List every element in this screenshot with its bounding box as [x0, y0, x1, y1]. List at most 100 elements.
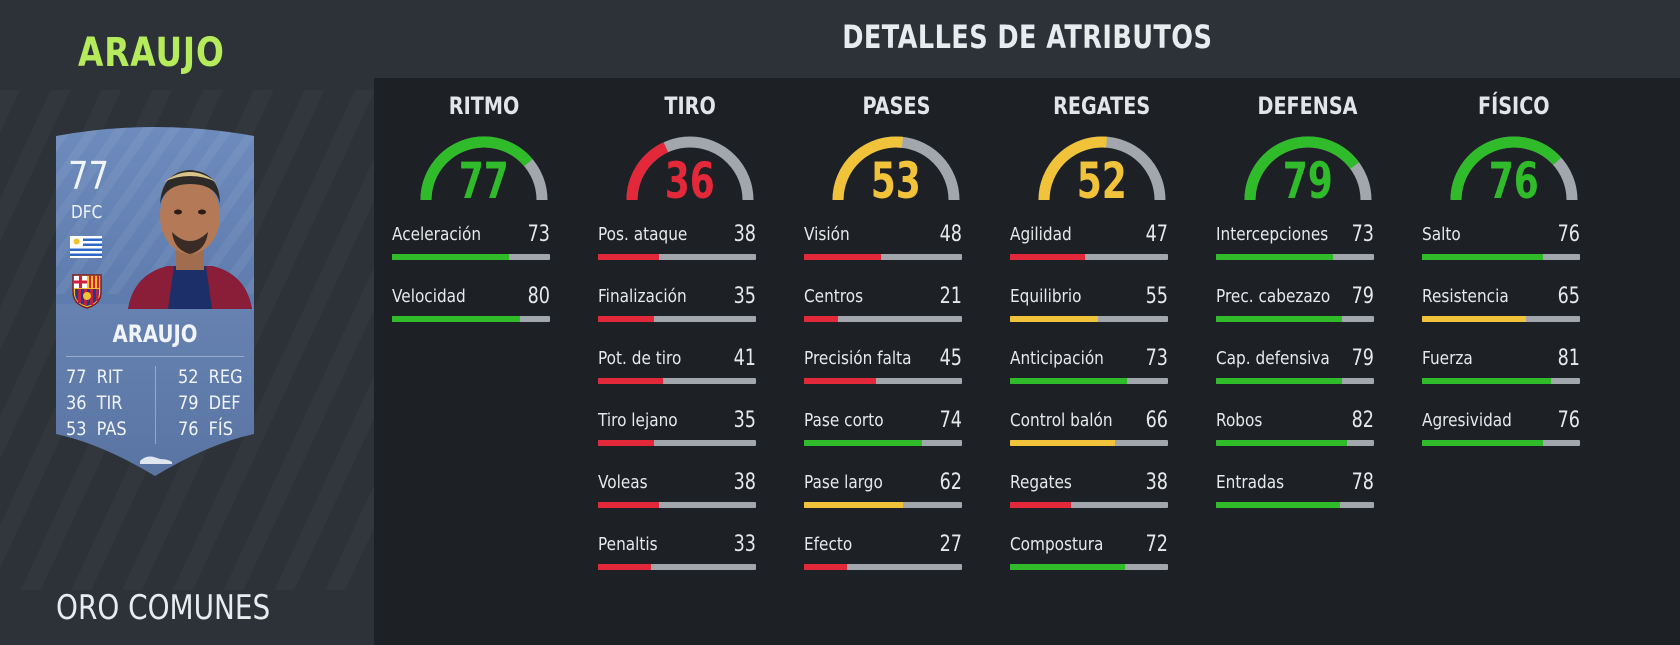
attribute-row-equilibrio: Equilibrio 55	[1010, 284, 1168, 326]
card-stat: 76 FÍS	[178, 418, 233, 440]
card-position: DFC	[71, 202, 103, 223]
category-pases: PASES 53 Visión 48 Centros 21 Precisión falta 4…	[786, 78, 1006, 645]
attribute-row-centros: Centros 21	[804, 284, 962, 326]
attribute-bar	[804, 316, 962, 322]
card-stat: 79 DEF	[178, 392, 241, 414]
attribute-bar-fill	[598, 564, 651, 570]
attribute-row-aceleracion: Aceleración 73	[392, 222, 550, 264]
attribute-value: 80	[527, 284, 550, 309]
category-title: REGATES	[1053, 92, 1151, 120]
attribute-value: 72	[1145, 532, 1168, 557]
category-rating: 76	[1488, 152, 1540, 210]
attribute-value: 21	[939, 284, 962, 309]
attribute-bar	[804, 502, 962, 508]
attribute-bar	[598, 564, 756, 570]
attribute-value: 38	[733, 470, 756, 495]
attribute-bar	[804, 564, 962, 570]
uruguay-flag-icon	[70, 236, 102, 258]
attribute-name: Prec. cabezazo	[1216, 286, 1331, 307]
attribute-row-precision-falta: Precisión falta 45	[804, 346, 962, 388]
attribute-bar	[1216, 378, 1374, 384]
gauge-fill	[832, 136, 904, 201]
attribute-value: 82	[1351, 408, 1374, 433]
category-title: RITMO	[448, 92, 520, 120]
attribute-row-regates: Regates 38	[1010, 470, 1168, 512]
attribute-bar	[1010, 564, 1168, 570]
attribute-bar-fill	[1422, 378, 1552, 384]
category-fisico: FÍSICO 76 Salto 76 Resistencia 65 Fuerza 81 Agre…	[1404, 78, 1624, 645]
attribute-bar-fill	[1010, 254, 1085, 260]
attribute-name: Centros	[804, 286, 864, 307]
attribute-value: 81	[1557, 346, 1580, 371]
attribute-bar-fill	[1010, 316, 1098, 322]
category-title: DEFENSA	[1257, 92, 1359, 120]
attribute-row-control-balon: Control balón 66	[1010, 408, 1168, 450]
attribute-bar	[598, 378, 756, 384]
attribute-bar	[1422, 440, 1580, 446]
attribute-bar	[1010, 378, 1168, 384]
player-panel: ARAUJO 77 DFC	[0, 0, 374, 645]
attribute-value: 73	[1145, 346, 1168, 371]
attribute-bar	[598, 254, 756, 260]
attribute-bar	[1216, 316, 1374, 322]
attribute-bar-fill	[392, 254, 509, 260]
category-gauge	[1450, 136, 1578, 201]
attribute-value: 38	[1145, 470, 1168, 495]
attribute-row-intercepciones: Intercepciones 73	[1216, 222, 1374, 264]
category-title: TIRO	[664, 92, 716, 120]
attribute-bar	[598, 316, 756, 322]
category-rating: 36	[664, 152, 716, 210]
category-tiro: TIRO 36 Pos. ataque 38 Finalización 35 Pot. de…	[580, 78, 800, 645]
category-title: FÍSICO	[1478, 92, 1550, 120]
attribute-bar	[1010, 502, 1168, 508]
attribute-row-pot-de-tiro: Pot. de tiro 41	[598, 346, 756, 388]
attribute-bar	[1010, 440, 1168, 446]
attribute-name: Compostura	[1010, 534, 1104, 555]
category-gauge	[626, 136, 754, 201]
gauge-fill	[1450, 136, 1562, 201]
attribute-bar-fill	[598, 502, 659, 508]
attribute-value: 41	[733, 346, 756, 371]
attribute-name: Anticipación	[1010, 348, 1104, 369]
attribute-bar-fill	[1216, 378, 1343, 384]
attribute-name: Cap. defensiva	[1216, 348, 1330, 369]
gauge-fill	[1038, 136, 1108, 201]
attribute-bar-fill	[1216, 502, 1341, 508]
attribute-bar-fill	[804, 502, 903, 508]
attribute-bar	[1216, 440, 1374, 446]
attribute-name: Control balón	[1010, 410, 1113, 431]
attribute-value: 62	[939, 470, 962, 495]
attribute-bar	[1422, 378, 1580, 384]
gauge-fill	[1244, 136, 1360, 201]
card-stat: 36 TIR	[66, 392, 123, 414]
attribute-row-compostura: Compostura 72	[1010, 532, 1168, 574]
section-title: DETALLES DE ATRIBUTOS	[841, 18, 1213, 56]
attribute-bar	[1422, 254, 1580, 260]
attribute-row-prec-cabezazo: Prec. cabezazo 79	[1216, 284, 1374, 326]
attribute-bar	[1010, 316, 1168, 322]
attribute-name: Fuerza	[1422, 348, 1473, 369]
fc-barcelona-crest-icon	[72, 274, 102, 309]
attribute-bar-fill	[804, 564, 848, 570]
attribute-row-anticipacion: Anticipación 73	[1010, 346, 1168, 388]
section-header: DETALLES DE ATRIBUTOS	[374, 0, 1680, 78]
card-stats-right: 52 REG 79 DEF 76 FÍS	[178, 364, 254, 442]
attribute-row-pos-ataque: Pos. ataque 38	[598, 222, 756, 264]
attribute-row-entradas: Entradas 78	[1216, 470, 1374, 512]
attribute-bar-fill	[1216, 316, 1343, 322]
attribute-bar-fill	[1010, 564, 1125, 570]
card-rating: 77	[68, 154, 110, 198]
attribute-name: Pot. de tiro	[598, 348, 682, 369]
attribute-bar-fill	[598, 254, 659, 260]
attribute-name: Equilibrio	[1010, 286, 1082, 307]
attribute-value: 38	[733, 222, 756, 247]
attribute-bar-fill	[1422, 254, 1544, 260]
attribute-row-robos: Robos 82	[1216, 408, 1374, 450]
attribute-value: 35	[733, 284, 756, 309]
player-photo	[128, 170, 252, 309]
attribute-name: Pase corto	[804, 410, 884, 431]
attribute-name: Finalización	[598, 286, 687, 307]
attribute-value: 45	[939, 346, 962, 371]
player-card[interactable]: 77 DFC	[38, 124, 272, 482]
attribute-row-fuerza: Fuerza 81	[1422, 346, 1580, 388]
